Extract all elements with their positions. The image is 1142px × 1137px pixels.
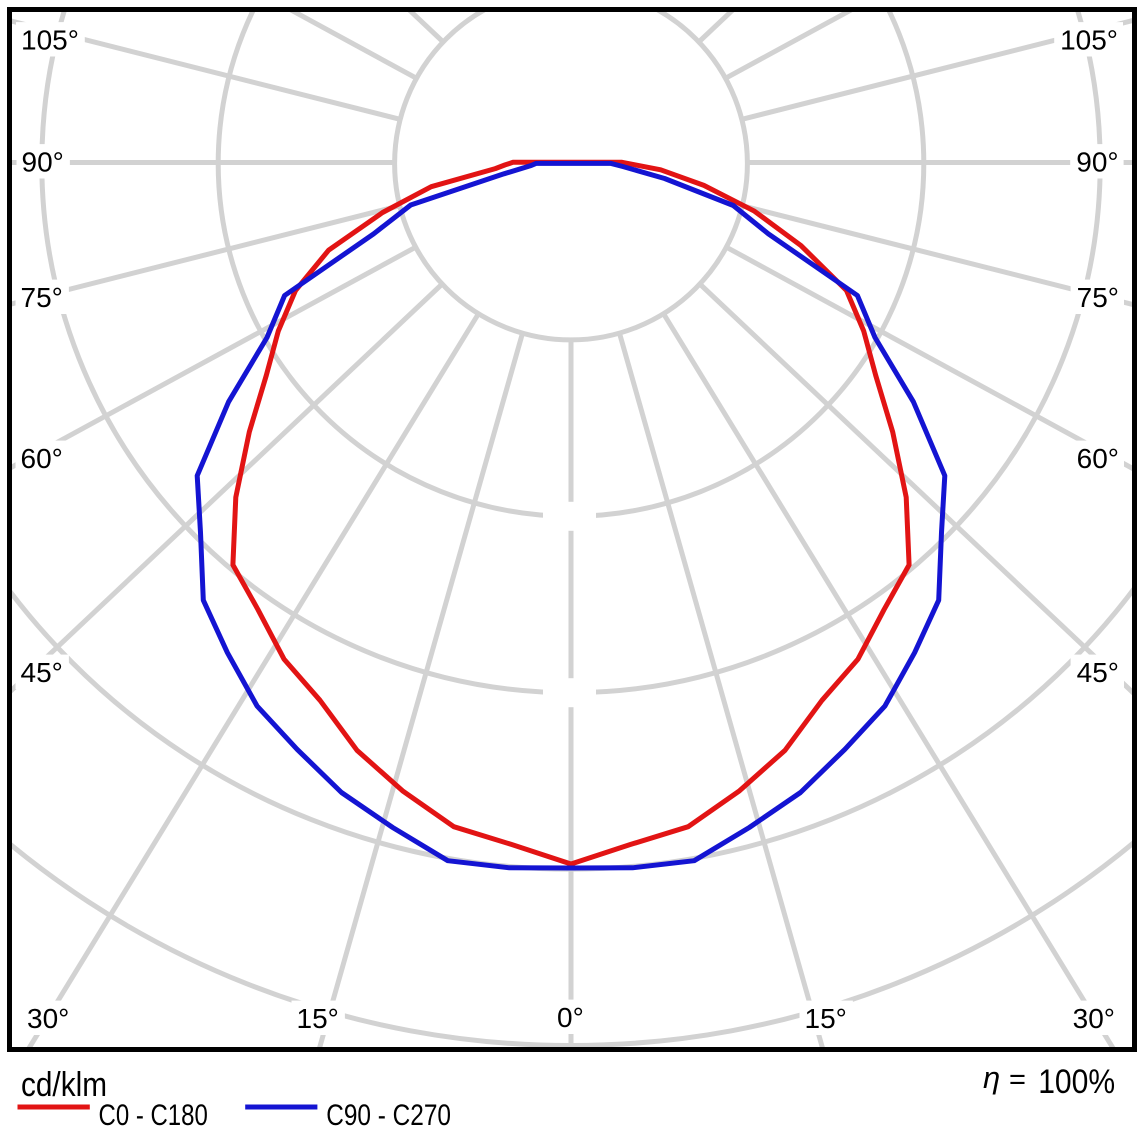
svg-text:C90 - C270: C90 - C270 [326, 1099, 451, 1132]
svg-text:=: = [1009, 1064, 1026, 1096]
svg-text:η: η [983, 1060, 1000, 1095]
svg-text:cd/klm: cd/klm [21, 1066, 107, 1104]
svg-text:30°: 30° [1073, 1003, 1115, 1034]
svg-text:15°: 15° [805, 1003, 847, 1034]
svg-text:105°: 105° [1060, 25, 1118, 56]
svg-text:105°: 105° [21, 25, 79, 56]
svg-text:45°: 45° [1077, 657, 1119, 688]
svg-text:15°: 15° [297, 1003, 339, 1034]
svg-text:45°: 45° [21, 657, 63, 688]
svg-text:75°: 75° [21, 282, 63, 313]
svg-text:C0 - C180: C0 - C180 [99, 1099, 208, 1132]
svg-text:90°: 90° [1076, 147, 1118, 178]
svg-text:75°: 75° [1077, 282, 1119, 313]
svg-text:60°: 60° [21, 443, 63, 474]
svg-text:60°: 60° [1077, 443, 1119, 474]
svg-text:0°: 0° [557, 1002, 584, 1033]
svg-text:90°: 90° [22, 147, 64, 178]
svg-text:100%: 100% [1038, 1063, 1115, 1101]
svg-text:30°: 30° [27, 1003, 69, 1034]
